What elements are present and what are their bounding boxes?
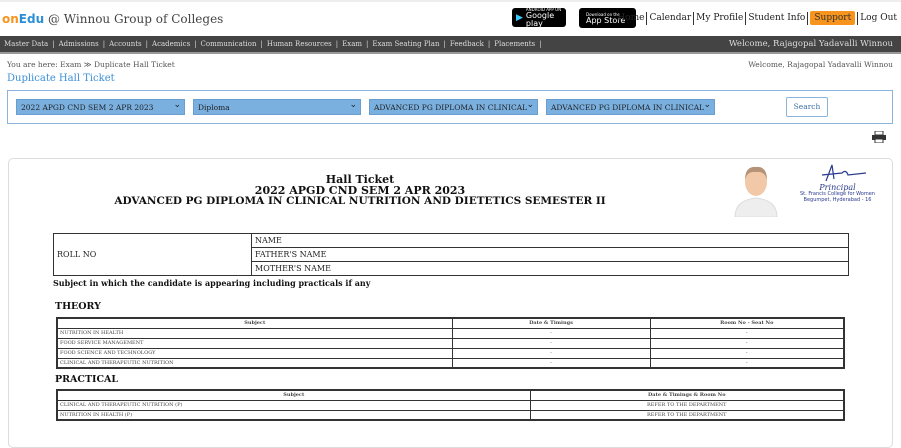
link-log-out[interactable]: Log Out xyxy=(860,13,897,23)
nav-academics[interactable]: Academics xyxy=(152,40,191,48)
ticket-course: ADVANCED PG DIPLOMA IN CLINICAL NUTRITIO… xyxy=(114,195,606,207)
filter-panel: 2022 APGD CND SEM 2 APR 2023 Diploma ADV… xyxy=(7,90,893,124)
nav-welcome: Welcome, Rajagopal Yadavalli Winnou xyxy=(728,39,893,49)
ticket-title: Hall Ticket xyxy=(325,173,395,186)
support-button[interactable]: Support xyxy=(810,11,856,25)
table-row: FOOD SERVICE MANAGEMENT - - xyxy=(56,337,845,349)
table-row: FOOD SCIENCE AND TECHNOLOGY - - xyxy=(56,347,845,359)
search-button[interactable]: Search xyxy=(786,97,828,117)
top-links: Home Calendar My Profile Student Info Su… xyxy=(617,11,897,25)
top-border xyxy=(0,0,901,2)
nav-accounts[interactable]: Accounts xyxy=(109,40,142,48)
student-details-table: ROLL NO NAME FATHER'S NAME MOTHER'S NAME xyxy=(53,233,849,276)
signature-mark xyxy=(821,164,866,182)
name-label: NAME xyxy=(251,233,849,248)
table-row: CLINICAL AND THERAPEUTIC NUTRITION (P) RE… xyxy=(56,399,845,411)
link-student-info[interactable]: Student Info xyxy=(748,13,806,23)
exam-select[interactable]: 2022 APGD CND SEM 2 APR 2023 xyxy=(16,99,185,115)
practical-heading: PRACTICAL xyxy=(55,374,119,385)
nav-master-data[interactable]: Master Data xyxy=(4,40,49,48)
nav-communication[interactable]: Communication xyxy=(200,40,257,48)
ticket-exam: 2022 APGD CND SEM 2 APR 2023 xyxy=(254,184,466,197)
roll-no-label: ROLL NO xyxy=(53,233,252,276)
play-icon: ▶ xyxy=(516,12,523,23)
table-row: NUTRITION IN HEALTH - - xyxy=(56,327,845,339)
father-name-label: FATHER'S NAME xyxy=(251,247,849,262)
nav-exam-seating-plan[interactable]: Exam Seating Plan xyxy=(372,40,440,48)
student-photo-avatar xyxy=(734,166,778,217)
link-my-profile[interactable]: My Profile xyxy=(696,13,744,23)
practical-table: Subject Date & Timings & Room No CLINICAL… xyxy=(56,389,845,421)
course-select[interactable]: ADVANCED PG DIPLOMA IN CLINICAL xyxy=(369,99,538,115)
nav-admissions[interactable]: Admissions xyxy=(58,40,99,48)
table-row: CLINICAL AND THERAPEUTIC NUTRITION - - xyxy=(56,357,845,369)
page-title: Duplicate Hall Ticket xyxy=(7,73,115,84)
nav-placements[interactable]: Placements xyxy=(494,40,536,48)
theory-heading: THEORY xyxy=(55,301,101,312)
program-select[interactable]: Diploma xyxy=(193,99,361,115)
breadcrumb: You are here: Exam ≫ Duplicate Hall Tick… xyxy=(7,60,175,69)
brand-logo[interactable]: onEdu @ Winnou Group of Colleges xyxy=(2,12,224,26)
nav-feedback[interactable]: Feedback xyxy=(449,40,484,48)
principal-signature: Principal St. Francis College for Women … xyxy=(795,163,880,203)
print-icon[interactable] xyxy=(872,131,886,143)
table-row: NUTRITION IN HEALTH (P) REFER TO THE DEPA… xyxy=(56,409,845,421)
google-play-badge[interactable]: ▶ ANDROID APP ON Google play xyxy=(512,7,566,28)
course2-select[interactable]: ADVANCED PG DIPLOMA IN CLINICAL xyxy=(546,99,715,115)
theory-table: Subject Date & Timings Room No - Seat No N… xyxy=(56,317,845,369)
subjects-note: Subject in which the candidate is appear… xyxy=(53,278,371,288)
app-store-badge[interactable]: Download on the App Store xyxy=(579,8,636,28)
link-home[interactable]: Home xyxy=(617,13,645,23)
link-calendar[interactable]: Calendar xyxy=(649,13,692,23)
welcome-text: Welcome, Rajagopal Yadavalli Winnou xyxy=(748,60,893,69)
nav-exam[interactable]: Exam xyxy=(342,40,363,48)
mother-name-label: MOTHER'S NAME xyxy=(251,261,849,276)
main-nav: Master Data | Admissions | Accounts | Acade… xyxy=(0,36,901,54)
nav-human-resources[interactable]: Human Resources xyxy=(266,40,332,48)
